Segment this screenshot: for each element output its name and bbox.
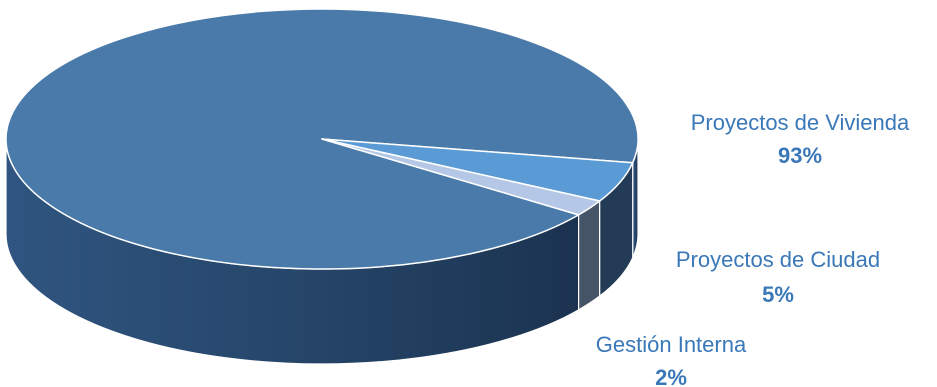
slice-name-gestion: Gestión Interna: [596, 332, 747, 357]
slice-label-vivienda: Proyectos de Vivienda 93%: [691, 110, 910, 168]
slice-name-vivienda: Proyectos de Vivienda: [691, 110, 910, 135]
pie-depth: [5, 138, 639, 365]
slice-label-ciudad: Proyectos de Ciudad 5%: [676, 247, 880, 307]
slice-gestion: [321, 138, 601, 216]
pie-top: [5, 8, 639, 270]
slice-label-gestion: Gestión Interna 2%: [596, 332, 747, 387]
slice-value-gestion: 2%: [655, 365, 687, 387]
slice-side-gestion: [578, 199, 601, 311]
slice-value-vivienda: 93%: [778, 143, 822, 168]
slice-value-ciudad: 5%: [762, 282, 794, 307]
slice-name-ciudad: Proyectos de Ciudad: [676, 247, 880, 272]
